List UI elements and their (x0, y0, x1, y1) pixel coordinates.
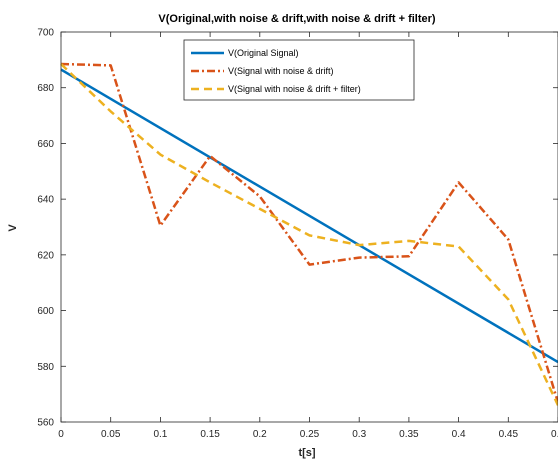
x-tick-label: 0.05 (101, 429, 121, 440)
x-tick-label: 0.2 (253, 429, 267, 440)
y-tick-label: 660 (37, 139, 54, 150)
legend-label: V(Signal with noise & drift) (228, 66, 334, 76)
x-tick-label: 0.5 (551, 429, 558, 440)
y-tick-label: 620 (37, 250, 54, 261)
y-tick-label: 680 (37, 83, 54, 94)
y-tick-label: 600 (37, 306, 54, 317)
series-line-2 (60, 62, 558, 403)
y-tick-label: 580 (37, 362, 54, 373)
legend: V(Original Signal) V(Signal with noise & … (183, 39, 415, 101)
x-tick-label: 0 (58, 429, 64, 440)
series-line-1 (60, 68, 558, 364)
series-layer (60, 62, 558, 406)
y-tick-label: 560 (37, 418, 54, 429)
series-line-3 (60, 63, 558, 406)
x-axis-label: t[s] (298, 447, 315, 459)
x-tick-label: 0.3 (352, 429, 366, 440)
x-tick-label: 0.35 (399, 429, 419, 440)
y-axis-label: V (7, 224, 19, 232)
legend-label: V(Signal with noise & drift + filter) (228, 84, 361, 94)
chart-title: V(Original,with noise & drift,with noise… (158, 13, 435, 25)
y-tick-label: 700 (37, 28, 54, 39)
x-tick-label: 0.1 (153, 429, 167, 440)
x-tick-label: 0.45 (499, 429, 519, 440)
axes-layer: 0 0.05 0.1 0.15 0.2 0.25 0.3 0.35 0.4 0.45 0.5 560 5… (37, 28, 558, 440)
legend-label: V(Original Signal) (228, 48, 299, 58)
y-tick-label: 640 (37, 195, 54, 206)
x-tick-label: 0.15 (200, 429, 220, 440)
x-tick-label: 0.25 (300, 429, 320, 440)
x-tick-label: 0.4 (452, 429, 466, 440)
